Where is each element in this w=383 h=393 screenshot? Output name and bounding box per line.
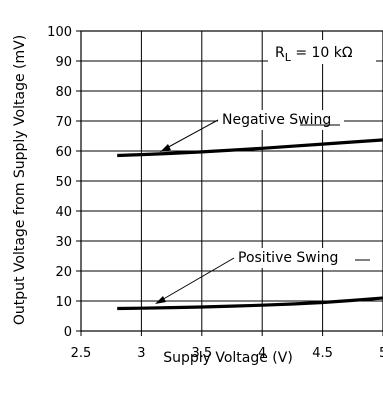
positive-swing-line (117, 296, 383, 311)
series-lines (117, 138, 383, 311)
y-tick-label: 10 (55, 295, 72, 310)
x-axis-label: Supply Voltage (V) (163, 350, 293, 366)
y-tick-label: 60 (55, 145, 72, 160)
positive-label-background (234, 248, 354, 268)
positive-swing-label: Positive Swing (238, 250, 338, 266)
x-tick-label: 3 (137, 346, 145, 361)
y-tick-label: 80 (55, 85, 72, 100)
y-tick-label: 50 (55, 175, 72, 190)
x-tick-label: 2.5 (71, 346, 92, 361)
y-tick-label: 0 (64, 325, 72, 340)
y-tick-label: 20 (55, 265, 72, 280)
negative-swing-arrow (162, 119, 219, 151)
y-tick-label: 70 (55, 115, 72, 130)
x-tick-label: 3.5 (191, 346, 212, 361)
positive-swing-arrow (159, 257, 235, 302)
grid-lines (76, 30, 383, 336)
x-tick-label: 4 (258, 346, 266, 361)
annotations: RL = 10 kΩ Negative Swing Positive Swing (155, 40, 376, 304)
y-tick-label: 90 (55, 55, 72, 70)
rl-label: RL = 10 kΩ (275, 45, 353, 64)
plot-frame (80, 30, 383, 332)
positive-swing-arrowhead (155, 296, 166, 304)
y-axis-label: Output Voltage from Supply Voltage (mV) (12, 35, 28, 325)
rl-label-background (268, 40, 376, 64)
x-tick-label: 4.5 (312, 346, 333, 361)
negative-swing-arrowhead (160, 144, 171, 152)
negative-swing-line (117, 138, 383, 158)
y-tick-label: 40 (55, 205, 72, 220)
y-tick-label: 100 (47, 25, 72, 40)
x-tick-label: 5 (379, 346, 383, 361)
y-tick-label: 30 (55, 235, 72, 250)
tick-labels: 0 10 20 30 40 50 60 70 80 90 100 2.5 3 3.5 4 4.5 5 (47, 25, 383, 361)
negative-swing-label: Negative Swing (222, 112, 331, 128)
